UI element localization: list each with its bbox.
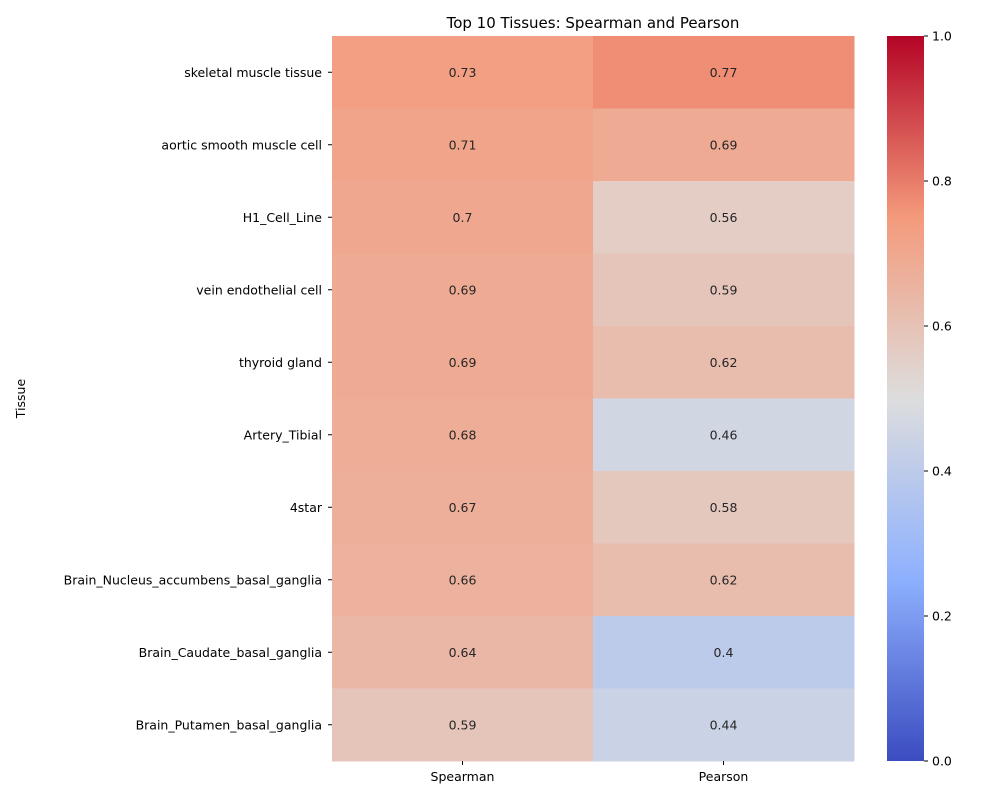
heatmap-cell-label: 0.73 <box>449 65 477 80</box>
heatmap-cell <box>332 543 594 617</box>
heatmap-cell <box>332 108 594 182</box>
heatmap-cell <box>332 616 594 689</box>
heatmap-cell <box>593 36 855 109</box>
y-tick-label: Brain_Putamen_basal_ganglia <box>136 717 322 732</box>
heatmap-cell-label: 0.68 <box>449 427 477 442</box>
colorbar-tick-label: 0.8 <box>932 174 952 189</box>
heatmap-cell-label: 0.62 <box>710 355 738 370</box>
heatmap-cell-label: 0.44 <box>710 717 738 732</box>
colorbar-tick-label: 0.0 <box>932 754 952 769</box>
heatmap-cell <box>332 471 594 544</box>
heatmap-cell-label: 0.62 <box>710 572 738 587</box>
colorbar-ticks: 0.0 0.2 0.4 0.6 0.8 1.0 <box>924 29 952 769</box>
heatmap-cell <box>593 616 855 689</box>
heatmap-cell-label: 0.71 <box>449 137 477 152</box>
colorbar-tick-label: 1.0 <box>932 29 952 44</box>
heatmap-cell-label: 0.66 <box>449 572 477 587</box>
heatmap-cell-label: 0.69 <box>710 137 738 152</box>
heatmap-cell <box>593 326 855 399</box>
heatmap-cell-label: 0.4 <box>714 645 734 660</box>
y-tick-label: thyroid gland <box>239 355 322 370</box>
heatmap-cell <box>593 253 855 327</box>
heatmap-cell-label: 0.56 <box>710 210 738 225</box>
heatmap-cell <box>593 398 855 472</box>
colorbar <box>887 36 924 761</box>
heatmap-cell-label: 0.58 <box>710 500 738 515</box>
heatmap-cell-label: 0.69 <box>449 355 477 370</box>
x-tick-label: Pearson <box>699 769 749 784</box>
y-tick-labels: skeletal muscle tissue aortic smooth musc… <box>64 65 332 732</box>
heatmap-cell-label: 0.69 <box>449 282 477 297</box>
y-tick-label: 4star <box>290 500 323 515</box>
x-tick-label: Spearman <box>431 769 495 784</box>
heatmap-cell <box>593 181 855 254</box>
heatmap-cells: 0.73 0.77 0.71 0.69 0.7 0.56 0.69 0.59 0.69 0.62 0… <box>332 36 855 762</box>
y-tick-label: Brain_Caudate_basal_ganglia <box>139 645 322 660</box>
colorbar-tick-label: 0.4 <box>932 464 952 479</box>
heatmap-cell-label: 0.77 <box>710 65 738 80</box>
heatmap-cell-label: 0.67 <box>449 500 477 515</box>
colorbar-tick-label: 0.6 <box>932 319 952 334</box>
heatmap-cell <box>593 471 855 544</box>
heatmap-cell <box>593 543 855 617</box>
heatmap-cell <box>332 398 594 472</box>
y-tick-label: H1_Cell_Line <box>243 210 323 225</box>
x-tick-labels: Spearman Pearson <box>431 761 749 784</box>
y-tick-label: aortic smooth muscle cell <box>161 137 322 152</box>
heatmap-cell <box>332 181 594 254</box>
heatmap-cell <box>332 253 594 327</box>
heatmap-cell-label: 0.64 <box>449 645 477 660</box>
heatmap-cell <box>332 36 594 109</box>
colorbar-tick-label: 0.2 <box>932 609 952 624</box>
heatmap-cell <box>332 326 594 399</box>
chart-title: Top 10 Tissues: Spearman and Pearson <box>446 14 740 32</box>
y-tick-label: Brain_Nucleus_accumbens_basal_ganglia <box>64 572 322 587</box>
y-tick-label: skeletal muscle tissue <box>184 65 322 80</box>
heatmap-cell <box>593 688 855 762</box>
heatmap-cell <box>593 108 855 182</box>
y-axis-label: Tissue <box>13 379 28 420</box>
heatmap-cell <box>332 688 594 762</box>
y-tick-label: Artery_Tibial <box>244 427 322 442</box>
heatmap-cell-label: 0.59 <box>449 717 477 732</box>
y-tick-label: vein endothelial cell <box>196 282 322 297</box>
heatmap-cell-label: 0.59 <box>710 282 738 297</box>
heatmap-cell-label: 0.46 <box>710 427 738 442</box>
heatmap-cell-label: 0.7 <box>453 210 473 225</box>
